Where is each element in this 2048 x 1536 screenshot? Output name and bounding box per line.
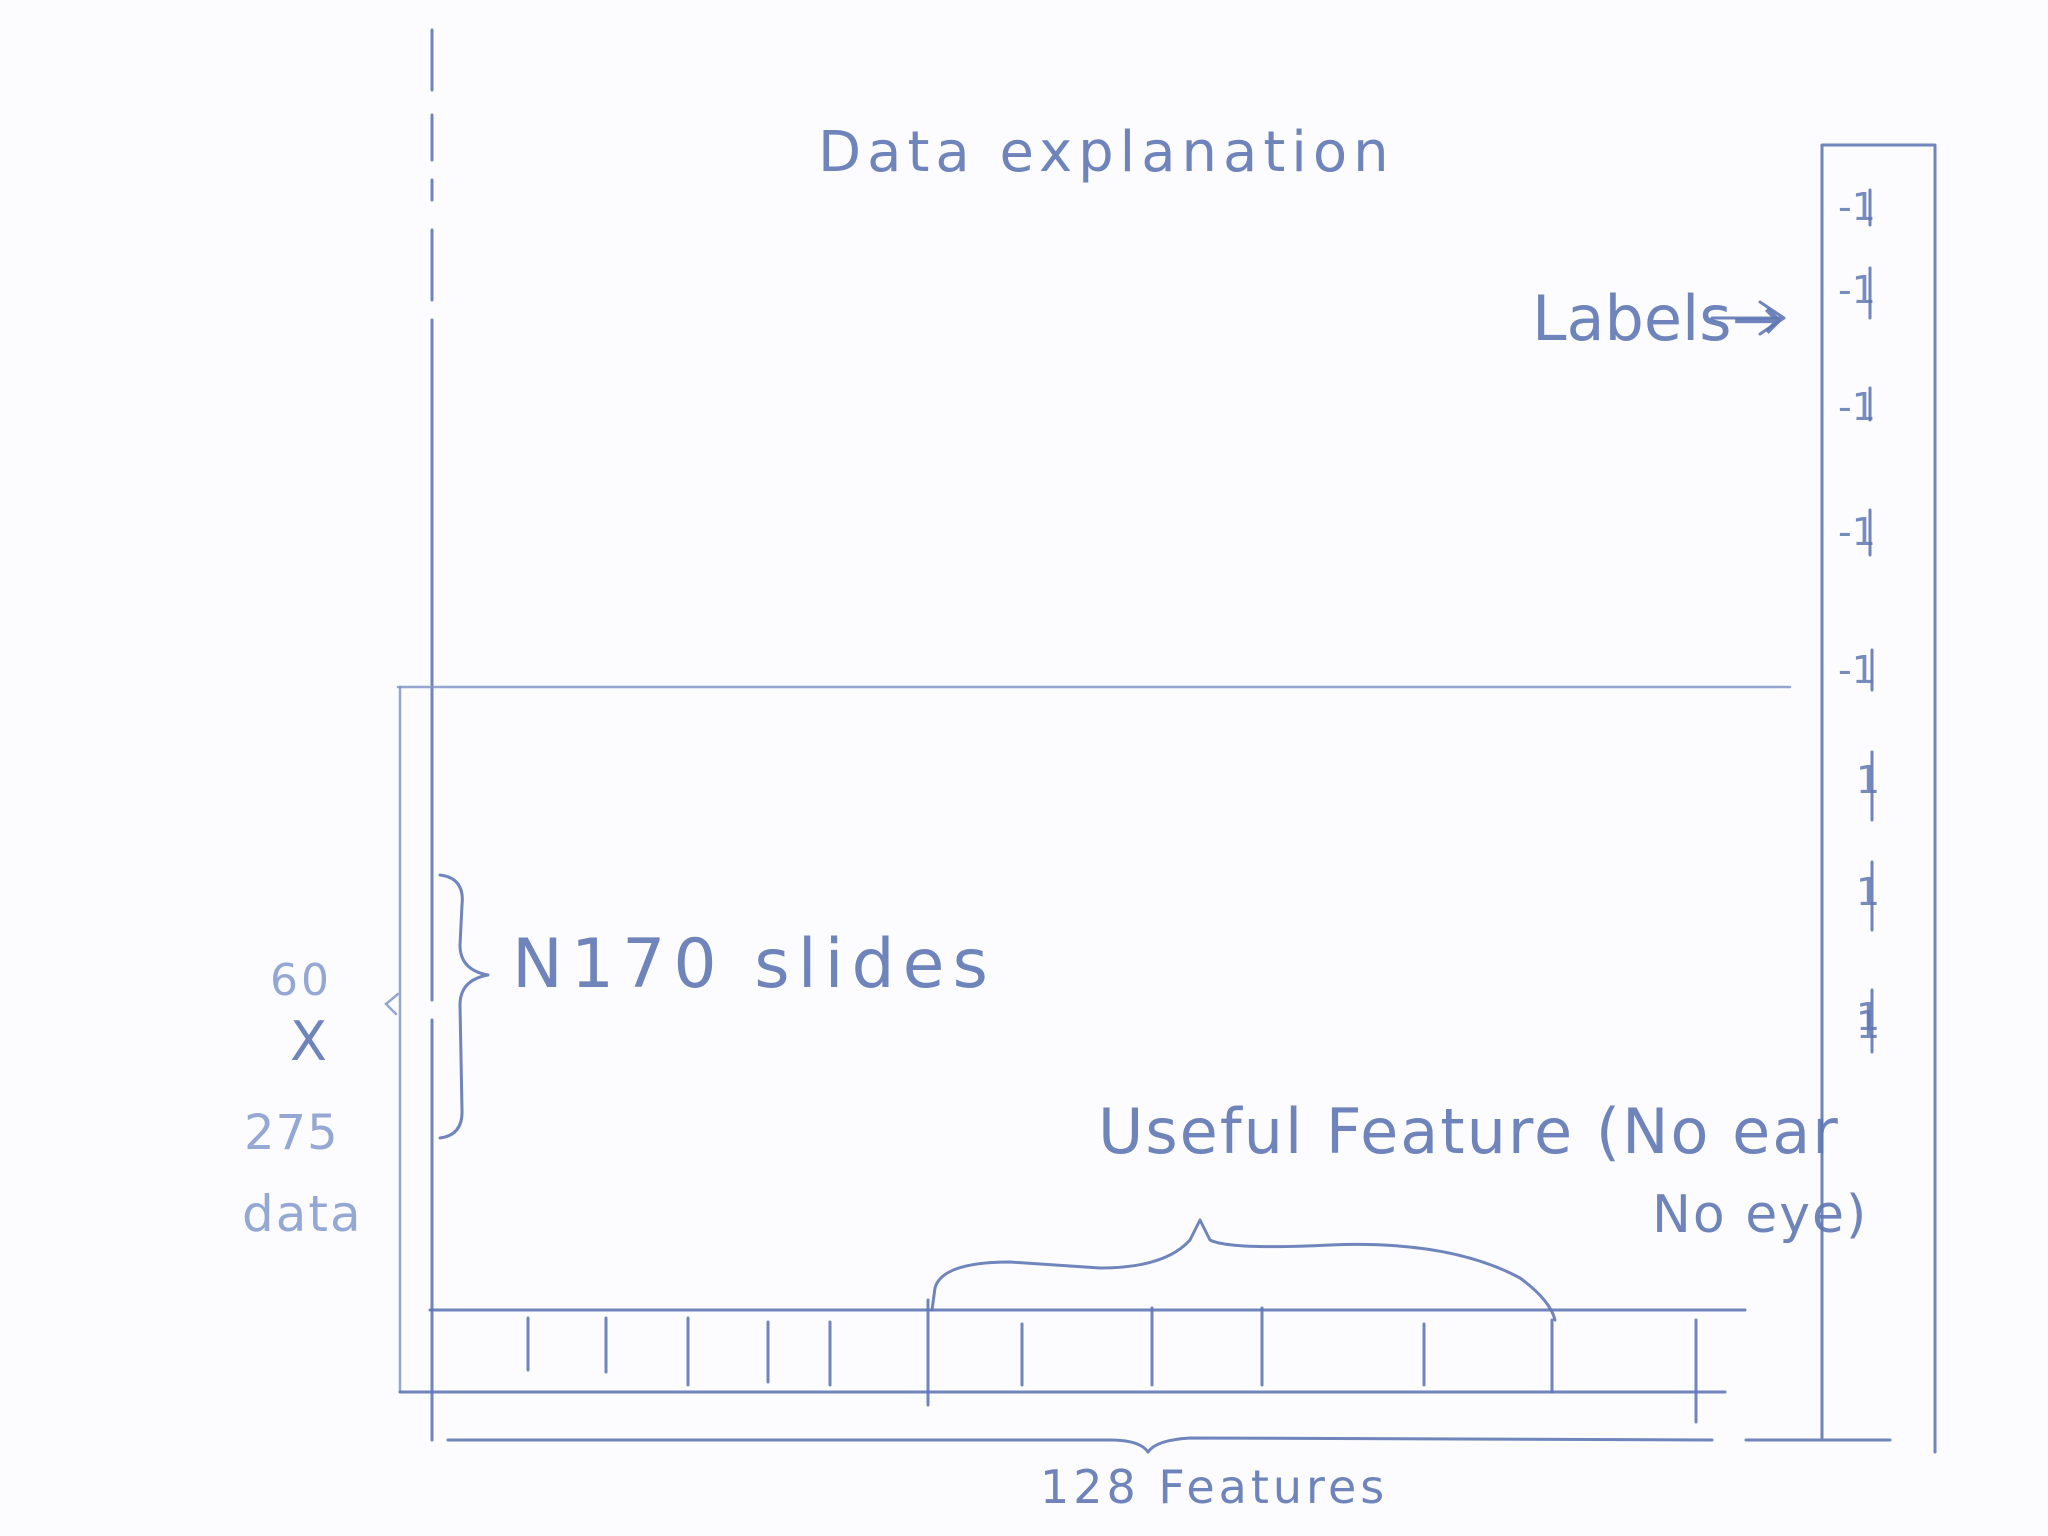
dims-cols: 275 bbox=[244, 1105, 339, 1161]
labels-column bbox=[1744, 143, 1937, 1454]
label-value: 1 bbox=[1856, 995, 1881, 1039]
labels-caption: Labels→ bbox=[1532, 282, 1784, 355]
useful-feature-line2: No eye) bbox=[1652, 1185, 1869, 1245]
dims-times: X bbox=[290, 1010, 330, 1073]
label-value: 1 bbox=[1856, 1003, 1881, 1047]
label-ticks bbox=[1868, 188, 1874, 1054]
label-value: -1 bbox=[1838, 185, 1876, 229]
label-value: -1 bbox=[1838, 648, 1876, 692]
label-value: 1 bbox=[1856, 758, 1881, 802]
slides-caption: N170 slides bbox=[512, 925, 996, 1004]
label-value: -1 bbox=[1838, 268, 1876, 312]
features-brace bbox=[446, 1436, 1714, 1454]
slides-brace bbox=[438, 873, 490, 1140]
features-caption: 128 Features bbox=[1040, 1460, 1389, 1514]
feature-ticks bbox=[526, 1298, 1698, 1424]
dims-rows: 60 bbox=[270, 955, 332, 1006]
dims-marker bbox=[384, 992, 400, 1016]
useful-feature-line1: Useful Feature (No ear bbox=[1098, 1095, 1840, 1168]
dims-unit: data bbox=[242, 1185, 363, 1243]
useful-feature-brace bbox=[930, 1218, 1557, 1322]
label-value: -1 bbox=[1838, 510, 1876, 554]
diagram-title: Data explanation bbox=[818, 120, 1395, 185]
label-value: 1 bbox=[1856, 870, 1881, 914]
labels-arrow bbox=[1710, 300, 1786, 336]
label-value: -1 bbox=[1838, 385, 1876, 429]
